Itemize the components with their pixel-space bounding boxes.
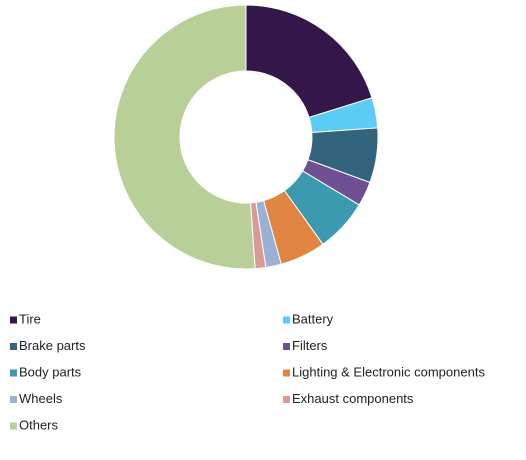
legend-swatch [10, 343, 17, 350]
legend-label: Battery [292, 311, 334, 326]
legend-swatch [283, 316, 290, 324]
legend-swatch [283, 369, 290, 377]
legend-label: Wheels [19, 391, 63, 406]
donut-slice [113, 4, 256, 270]
legend-label: Tire [19, 311, 41, 326]
legend-swatch [283, 343, 290, 350]
legend-label: Brake parts [19, 338, 86, 353]
legend-label: Lighting & Electronic components [292, 364, 485, 379]
legend-label: Others [19, 417, 59, 432]
legend-swatch [10, 396, 17, 403]
legend-swatch [10, 422, 17, 430]
legend-label: Exhaust components [292, 391, 414, 406]
legend-swatch [10, 316, 17, 324]
legend-label: Body parts [19, 364, 82, 379]
donut-slice [245, 4, 373, 119]
legend-swatch [283, 396, 290, 403]
legend-swatch [10, 369, 17, 377]
legend-label: Filters [292, 338, 328, 353]
